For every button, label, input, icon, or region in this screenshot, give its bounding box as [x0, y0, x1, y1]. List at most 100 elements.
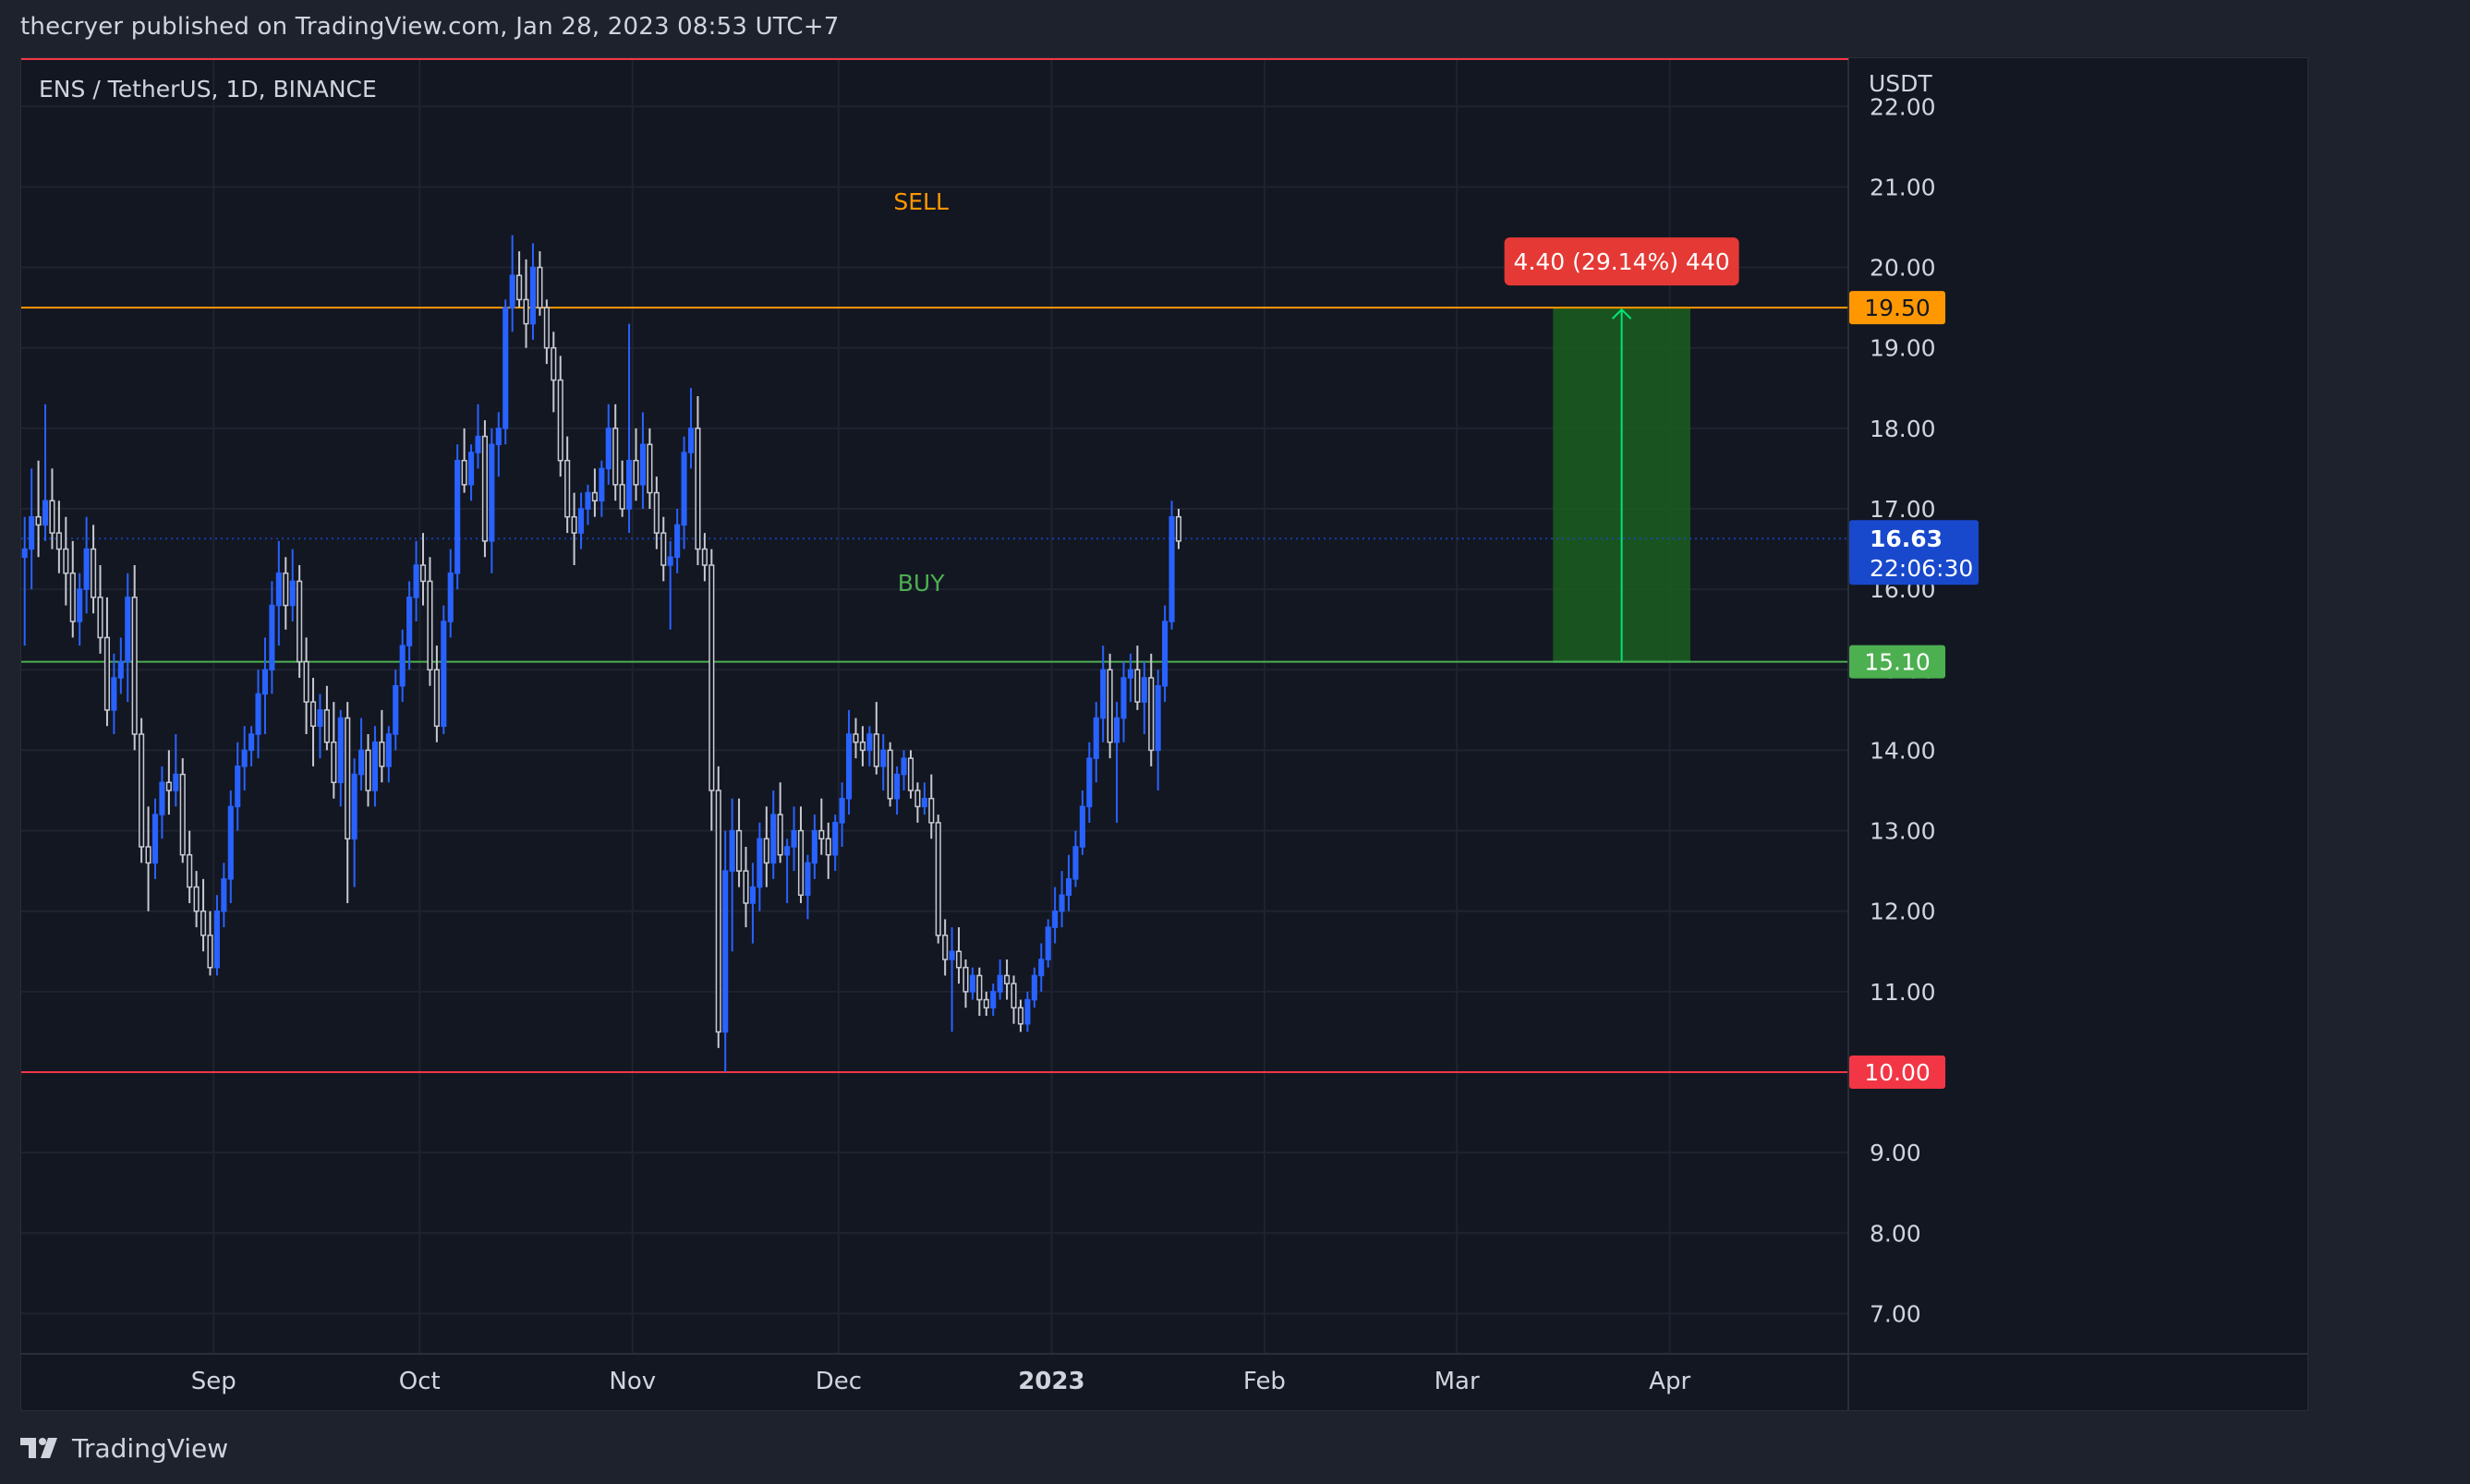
candle [963, 959, 969, 1008]
candle [433, 645, 440, 742]
candle-body [880, 749, 887, 767]
candle-body [591, 491, 598, 502]
candle-body [853, 733, 859, 743]
candle [495, 412, 502, 477]
candle-body [825, 838, 831, 856]
candle [797, 806, 805, 903]
y-tick-label: 22.00 [1870, 93, 1936, 120]
x-tick-label: Feb [1243, 1368, 1286, 1395]
candle [1072, 830, 1079, 887]
candle-body [997, 974, 1003, 993]
candle [983, 991, 989, 1016]
labels: ENS / TetherUS, 1D, BINANCE 4.40 (29.14%)… [39, 76, 1979, 1089]
y-tick-label: 9.00 [1870, 1140, 1921, 1166]
candle-body [502, 307, 509, 429]
candle [1114, 702, 1120, 823]
candle [1052, 887, 1059, 944]
candle-body [639, 443, 647, 486]
candle [695, 396, 701, 565]
candle [193, 871, 200, 928]
candle [1168, 501, 1175, 630]
candle [173, 734, 179, 807]
candle-body [433, 669, 440, 728]
candle-body [990, 991, 997, 1009]
axes: 7.00 8.00 9.00 10.00 11.00 12.00 13.00 14.00 15.… [21, 58, 2307, 1410]
candle-body [221, 878, 227, 912]
candle [784, 839, 791, 903]
candle-body [461, 459, 467, 486]
candle [921, 782, 927, 815]
candle-body [612, 428, 619, 486]
candle-body [131, 597, 138, 735]
candle [151, 798, 159, 879]
candle [241, 726, 248, 790]
candle [365, 734, 371, 807]
candle-body [1155, 684, 1161, 752]
candle-body [345, 717, 351, 840]
candle-body [248, 733, 255, 752]
y-tick-label: 7.00 [1870, 1300, 1921, 1327]
candle [935, 814, 941, 944]
candle [145, 806, 151, 911]
candle [21, 516, 28, 646]
candle [811, 814, 817, 879]
candle [213, 895, 220, 976]
candle [825, 822, 831, 879]
candle [763, 806, 769, 887]
candle [619, 460, 625, 517]
candle [832, 814, 839, 872]
candle-body [187, 853, 193, 888]
candle-body [914, 790, 921, 808]
tradingview-logo[interactable]: TradingView [20, 1430, 228, 1466]
candle [516, 251, 523, 308]
chart-panel[interactable]: 7.00 8.00 9.00 10.00 11.00 12.00 13.00 14.00 15.… [20, 57, 2308, 1411]
candle-body [193, 886, 200, 912]
candle [331, 702, 337, 799]
candle [791, 806, 797, 872]
candle [1011, 975, 1017, 1024]
candle [55, 501, 62, 573]
candle-body [564, 459, 571, 518]
candle-body [667, 556, 673, 566]
candle [261, 637, 269, 734]
candle-body [647, 443, 653, 494]
candle-body [323, 709, 330, 743]
candle [441, 605, 447, 734]
candle [715, 766, 721, 1048]
candle [255, 670, 261, 759]
candle-body [21, 548, 28, 559]
candle-body [543, 307, 550, 349]
candle [111, 653, 117, 734]
candle-body [1079, 805, 1085, 848]
candle [873, 702, 879, 775]
candle [633, 428, 639, 501]
candle-body [749, 886, 756, 904]
candle-body [935, 822, 941, 936]
candle-body [516, 274, 523, 301]
x-tick-label: 2023 [1018, 1368, 1084, 1395]
y-tick-label: 18.00 [1870, 416, 1936, 442]
candle [419, 533, 427, 606]
candle [187, 830, 193, 903]
sell-price-label: 19.50 [1864, 295, 1931, 321]
candlestick-chart[interactable]: 7.00 8.00 9.00 10.00 11.00 12.00 13.00 14.00 15.… [21, 58, 2307, 1410]
candle-body [1045, 926, 1051, 960]
candle [42, 404, 49, 541]
candle [770, 790, 777, 879]
candle [537, 251, 543, 316]
candle-body [585, 491, 591, 510]
candle-body [385, 733, 392, 767]
candle [901, 750, 907, 790]
y-tick-label: 17.00 [1870, 496, 1936, 523]
candle [626, 323, 633, 534]
candle-body [441, 621, 447, 728]
candle [309, 678, 317, 766]
candle-body [537, 266, 543, 308]
candle [1134, 645, 1141, 710]
candle-body [275, 572, 282, 607]
candle-body [1038, 959, 1045, 977]
candle-body [283, 572, 289, 607]
candle-body [151, 814, 159, 864]
candle-body [770, 814, 777, 864]
candle-body [475, 435, 481, 453]
